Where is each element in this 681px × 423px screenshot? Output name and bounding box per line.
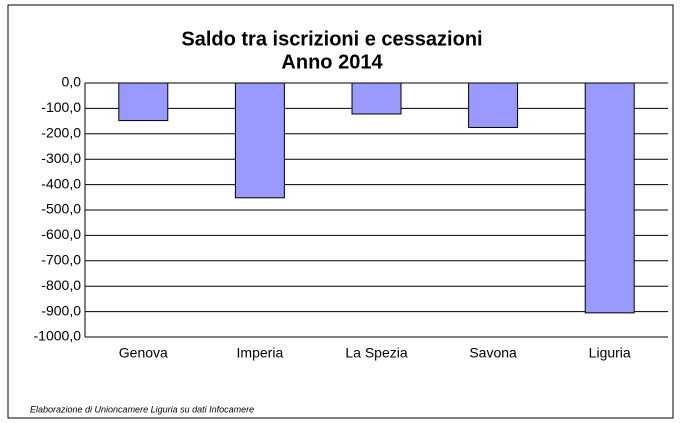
- y-tick-label: -1000,0: [34, 328, 82, 344]
- y-tick-label: -200,0: [41, 125, 81, 141]
- x-tick-label: Genova: [119, 345, 168, 361]
- x-tick-label: Savona: [469, 345, 517, 361]
- chart-border: [7, 4, 674, 419]
- y-tick-label: 0,0: [62, 74, 82, 90]
- y-tick-label: -300,0: [41, 150, 81, 166]
- chart-subtitle: Anno 2014: [281, 51, 383, 73]
- source-note: Elaborazione di Unioncamere Liguria su d…: [30, 404, 254, 414]
- y-tick-label: -800,0: [41, 277, 81, 293]
- bar: [351, 82, 402, 115]
- bar: [584, 82, 635, 314]
- x-tick-label: Liguria: [589, 345, 631, 361]
- y-tick-label: -400,0: [41, 175, 81, 191]
- y-tick-label: -700,0: [41, 252, 81, 268]
- x-tick-label: Imperia: [237, 345, 284, 361]
- chart-title: Saldo tra iscrizioni e cessazioni: [181, 28, 482, 50]
- x-tick-label: La Spezia: [345, 345, 407, 361]
- bar: [468, 82, 519, 128]
- y-tick-label: -500,0: [41, 201, 81, 217]
- y-tick-label: -100,0: [41, 99, 81, 115]
- bar: [118, 82, 169, 122]
- y-tick-label: -900,0: [41, 302, 81, 318]
- y-tick-label: -600,0: [41, 226, 81, 242]
- bar: [234, 82, 285, 199]
